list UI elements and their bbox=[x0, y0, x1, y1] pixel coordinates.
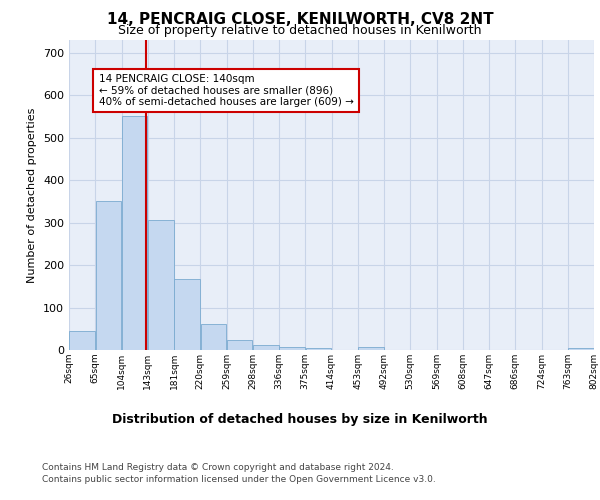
Bar bbox=[253, 346, 278, 350]
Text: Contains HM Land Registry data © Crown copyright and database right 2024.: Contains HM Land Registry data © Crown c… bbox=[42, 462, 394, 471]
Bar bbox=[227, 340, 253, 350]
Bar bbox=[122, 116, 148, 350]
Text: Size of property relative to detached houses in Kenilworth: Size of property relative to detached ho… bbox=[118, 24, 482, 37]
Bar bbox=[358, 347, 383, 350]
Bar bbox=[568, 348, 593, 350]
Bar bbox=[200, 324, 226, 350]
Bar bbox=[280, 346, 305, 350]
Text: Contains public sector information licensed under the Open Government Licence v3: Contains public sector information licen… bbox=[42, 475, 436, 484]
Bar bbox=[175, 278, 200, 350]
Text: 14 PENCRAIG CLOSE: 140sqm
← 59% of detached houses are smaller (896)
40% of semi: 14 PENCRAIG CLOSE: 140sqm ← 59% of detac… bbox=[98, 74, 353, 107]
Text: Distribution of detached houses by size in Kenilworth: Distribution of detached houses by size … bbox=[112, 412, 488, 426]
Y-axis label: Number of detached properties: Number of detached properties bbox=[28, 108, 37, 282]
Bar bbox=[305, 348, 331, 350]
Bar bbox=[70, 331, 95, 350]
Text: 14, PENCRAIG CLOSE, KENILWORTH, CV8 2NT: 14, PENCRAIG CLOSE, KENILWORTH, CV8 2NT bbox=[107, 12, 493, 28]
Bar bbox=[95, 202, 121, 350]
Bar bbox=[148, 220, 173, 350]
